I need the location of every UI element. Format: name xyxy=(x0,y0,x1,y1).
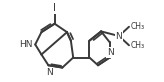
Text: CH₃: CH₃ xyxy=(131,41,145,50)
Text: CH₃: CH₃ xyxy=(131,22,145,31)
Text: I: I xyxy=(53,3,56,13)
Text: N: N xyxy=(46,68,52,77)
Text: HN: HN xyxy=(19,40,33,49)
Text: N: N xyxy=(116,31,122,41)
Text: N: N xyxy=(107,48,114,57)
